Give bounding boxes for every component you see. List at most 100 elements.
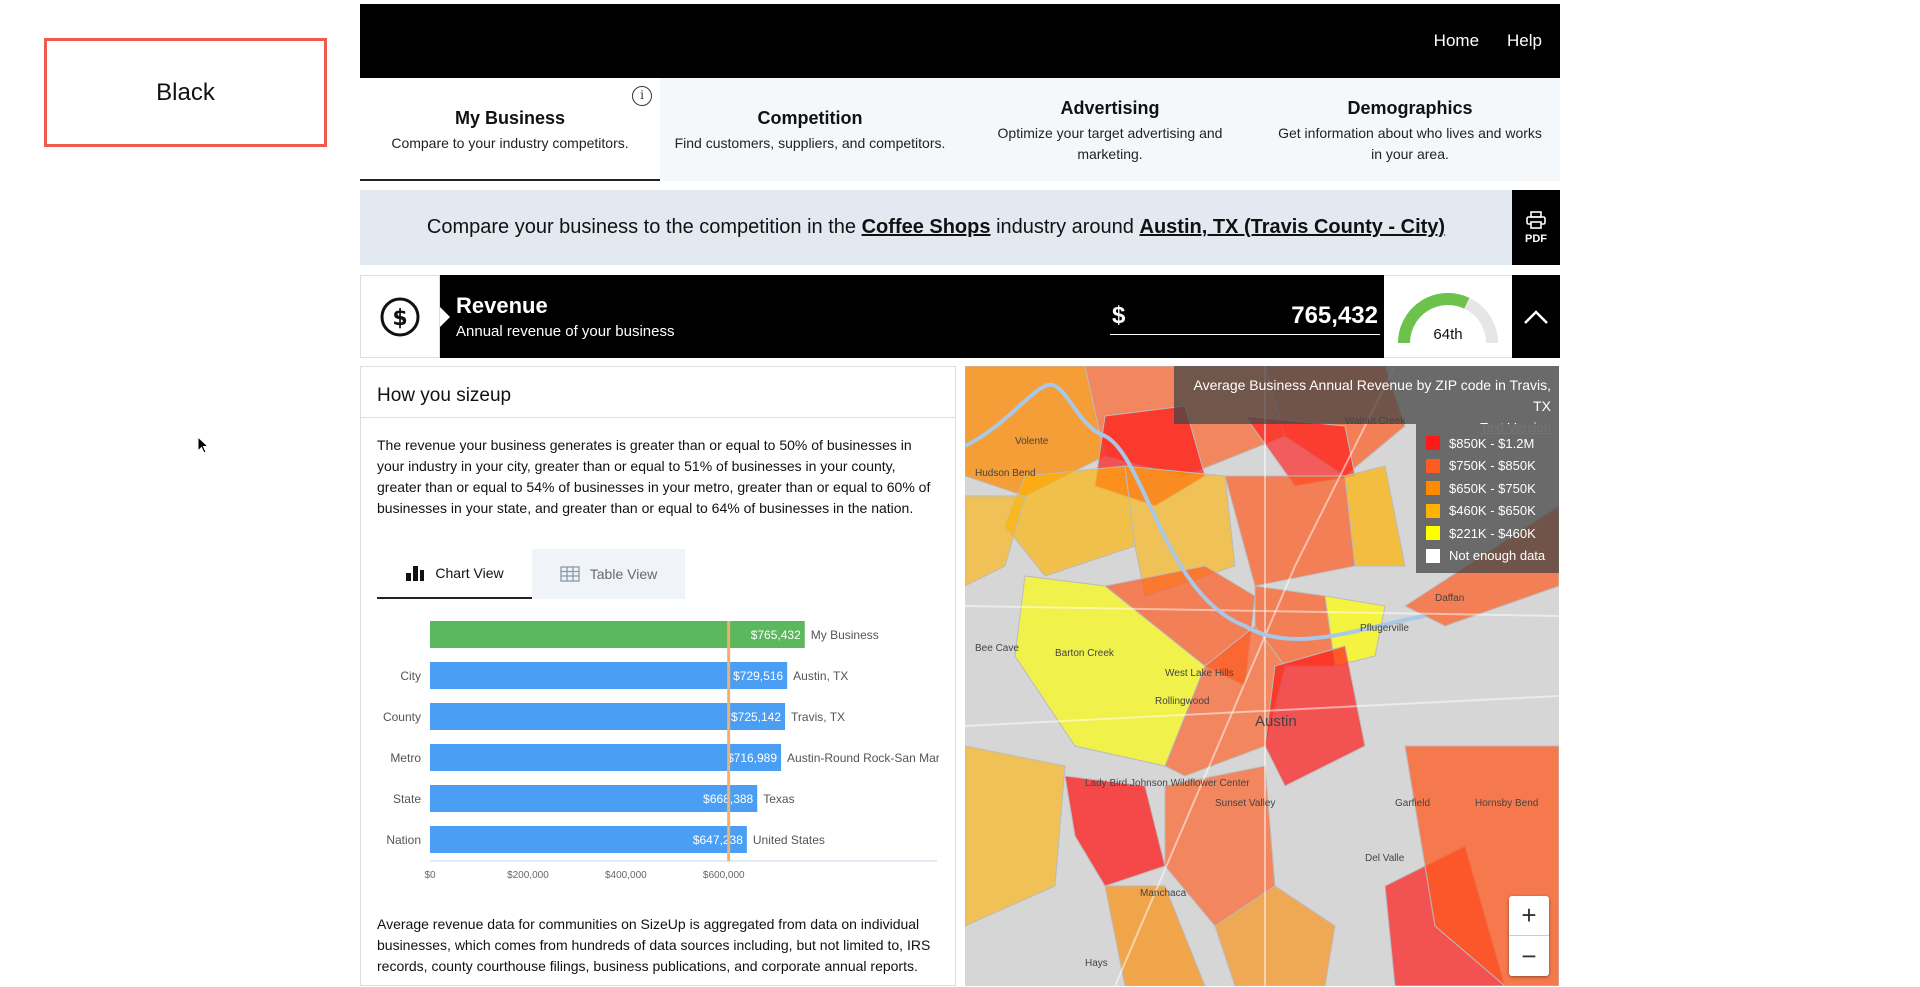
revenue-icon-box: $ [360,275,440,358]
tab-title: Demographics [1347,98,1473,118]
sizeup-heading: How you sizeup [361,367,955,418]
river-line [965,382,1426,641]
sizeup-paragraph: The revenue your business generates is g… [377,437,931,516]
revenue-input[interactable]: $ 765,432 [1110,297,1380,335]
revenue-row: $ Revenue Annual revenue of your busines… [360,275,1560,358]
bar-value-label: $647,238 [693,833,743,847]
app: Home Help i My Business Compare to your … [360,4,1560,986]
bar-value-label: $716,989 [727,751,777,765]
zip-region[interactable] [1224,475,1356,587]
compare-prefix: Compare your business to the competition… [426,216,857,238]
map-place-label: Garfield [1395,798,1430,809]
zip-region[interactable] [1104,885,1206,986]
bar-category-label: State [393,792,421,806]
table-icon [560,566,580,582]
compare-middle: industry around [996,216,1134,238]
map-place-label: Sunset Valley [1215,798,1275,809]
bar-place-label: My Business [811,628,879,642]
main-tabs: i My Business Compare to your industry c… [360,78,1560,181]
revenue-bar-chart: $765,432 My Business $729,516 Austin, TX Cit… [383,621,980,881]
map-place-label: Hornsby Bend [1475,798,1538,809]
bar-category-label: Nation [386,833,421,847]
table-view-tab[interactable]: Table View [532,549,685,599]
bar-value-label: $765,432 [751,628,801,642]
nav-help-link[interactable]: Help [1507,31,1542,50]
zip-region[interactable] [1064,775,1166,887]
revenue-subtitle: Annual revenue of your business [456,323,675,340]
bar-place-label: Travis, TX [791,710,845,724]
tab-title: My Business [454,108,566,128]
road-line [1114,366,1396,986]
legend-label: $850K - $1.2M [1449,435,1535,451]
info-icon[interactable]: i [632,86,652,106]
road-line [965,695,1559,727]
x-tick-label: $400,000 [605,870,647,881]
tab-title: Competition [757,108,863,128]
map-legend: $850K - $1.2M $750K - $850K $650K - $750K $… [1416,424,1559,573]
chart-bar [430,621,805,648]
zoom-in-button[interactable]: + [1509,896,1549,936]
bar-value-label: $725,142 [731,710,781,724]
percentile-label: 64th [1433,326,1463,343]
svg-text:$: $ [392,306,407,331]
revenue-chart: $765,432 My Business $729,516 Austin, TX Cit… [377,609,980,894]
legend-swatch [1426,481,1440,496]
pdf-button[interactable]: PDF [1512,190,1560,265]
legend-item: $850K - $1.2M [1426,432,1551,455]
x-tick-label: $0 [424,870,436,881]
mouse-cursor-icon [197,436,209,454]
zip-region[interactable] [1004,465,1136,577]
tab-subtitle: Get information about who lives and work… [1278,125,1542,162]
road-line [965,605,1559,617]
nav-home-link[interactable]: Home [1433,31,1480,50]
bar-place-label: Texas [763,792,794,806]
x-tick-label: $600,000 [703,870,745,881]
tab-subtitle: Compare to your industry competitors. [391,135,629,151]
legend-item: $460K - $650K [1426,500,1551,523]
map-place-label: Barton Creek [1055,648,1115,659]
zoom-out-button[interactable]: − [1521,940,1537,971]
map-place-label: West Lake Hills [1165,668,1234,679]
legend-swatch [1426,436,1440,451]
chart-bar [430,785,758,812]
map-title: Average Business Annual Revenue by ZIP c… [1193,377,1551,414]
legend-swatch [1426,526,1440,541]
industry-link[interactable]: Coffee Shops [861,216,991,238]
location-link[interactable]: Austin, TX (Travis County - City) [1139,216,1446,238]
content: How you sizeup The revenue your business… [360,366,1560,986]
chart-view-tab[interactable]: Chart View [377,549,532,599]
zip-region[interactable] [965,745,1066,927]
chart-bar [430,744,782,771]
gauge-fill [1398,292,1470,343]
legend-label: $221K - $460K [1449,525,1536,541]
map-place-label: Manchaca [1140,888,1187,899]
legend-label: Not enough data [1449,548,1546,564]
chart-bar [430,826,747,853]
tab-subtitle: Find customers, suppliers, and competito… [674,135,946,151]
legend-label: $460K - $650K [1449,503,1536,519]
tab-competition[interactable]: Competition Find customers, suppliers, a… [660,78,960,181]
printer-icon [1526,210,1546,229]
zip-region[interactable] [965,495,1026,587]
gauge-arc [1398,292,1498,343]
zip-region[interactable] [1344,465,1406,567]
pdf-label: PDF [1525,232,1547,245]
bar-category-label: Metro [390,751,421,765]
legend-swatch [1426,548,1440,563]
sizeup-panel: How you sizeup The revenue your business… [360,366,980,986]
tab-advertising[interactable]: Advertising Optimize your target adverti… [960,78,1260,181]
legend-swatch [1426,503,1440,518]
tab-my-business[interactable]: i My Business Compare to your industry c… [360,78,660,181]
chevron-up-icon [1524,309,1548,324]
map-place-label: Lady Bird Johnson Wildflower Center [1085,778,1250,789]
tab-demographics[interactable]: Demographics Get information about who l… [1260,78,1560,181]
collapse-button[interactable] [1512,275,1560,358]
bar-value-label: $729,516 [733,669,783,683]
dollar-circle-icon: $ [380,297,420,336]
legend-item: $221K - $460K [1426,522,1551,545]
view-tabs: Chart View Table View [377,549,685,599]
revenue-main: Revenue Annual revenue of your business … [440,275,1384,358]
zip-region[interactable] [1264,645,1366,787]
